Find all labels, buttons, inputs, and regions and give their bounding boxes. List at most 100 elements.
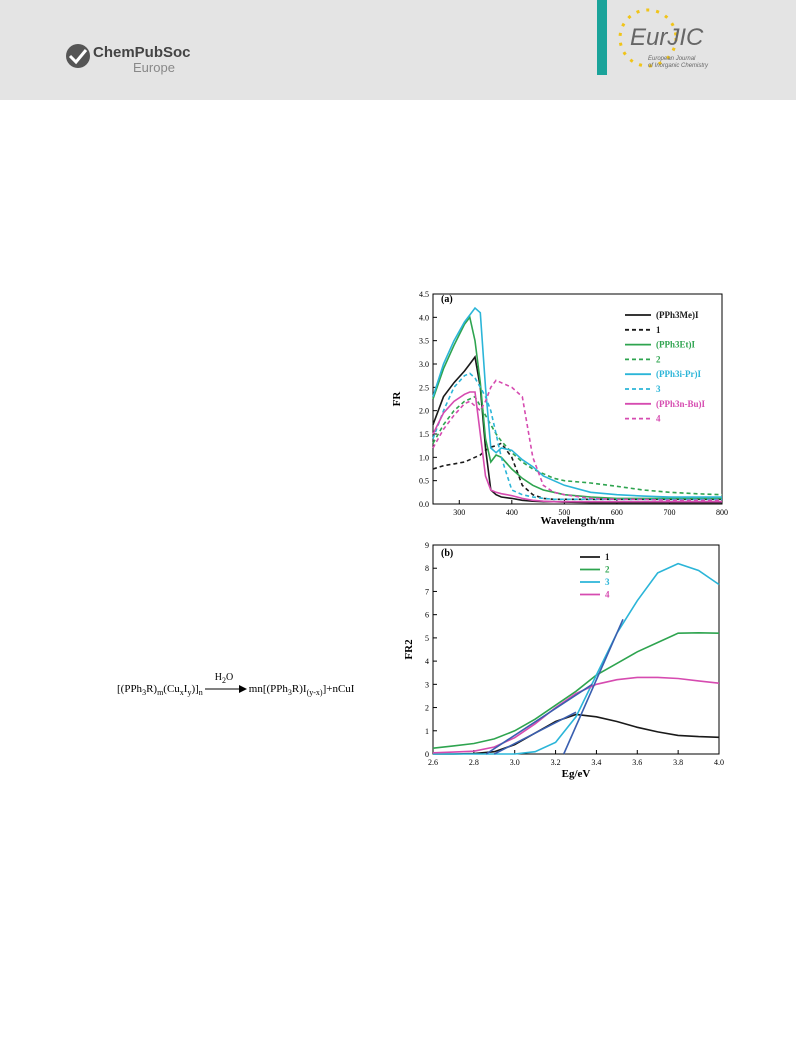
equation-token: mn[(PPh	[248, 683, 288, 695]
x-axis-label: Wavelength/nm	[541, 515, 615, 527]
y-axis-label: FR	[391, 391, 403, 407]
publisher: ChemPubSoc	[93, 44, 191, 61]
y-tick-label: 0	[425, 750, 429, 759]
fit-line	[493, 711, 577, 755]
series-line	[432, 395, 723, 496]
equation-token: 3	[287, 688, 292, 698]
x-tick-label: 3.6	[632, 758, 642, 767]
series-line	[432, 379, 722, 502]
chart-title: (a)	[441, 294, 453, 305]
series-line	[433, 713, 720, 755]
plot-frame	[432, 544, 720, 755]
legend-label: 4	[605, 590, 610, 600]
legend-label: 1	[656, 325, 661, 335]
equation-token: R)	[146, 683, 158, 695]
x-tick-label: 3.4	[591, 758, 601, 767]
series-line	[432, 631, 720, 749]
x-tick-label: 3.8	[673, 758, 683, 767]
y-tick-label: 4.5	[419, 290, 429, 299]
y-tick-label: 2	[425, 704, 429, 713]
journal-line: European Journal	[648, 56, 696, 62]
y-tick-label: 2.0	[419, 407, 429, 416]
x-tick-label: 600	[611, 508, 623, 517]
plot-frame	[432, 293, 723, 505]
legend-label: 2	[656, 354, 661, 364]
arrow-label: H2O	[215, 672, 233, 685]
y-tick-label: 8	[425, 564, 429, 573]
equation-token: ]+nCuI	[322, 683, 355, 695]
equation-token: (Cu	[163, 683, 180, 695]
y-tick-label: 4.0	[419, 313, 429, 322]
legend-label: 3	[656, 384, 661, 394]
equation-token: )]	[191, 683, 199, 695]
series-line	[432, 315, 722, 500]
publisher-check	[68, 49, 88, 65]
y-axis-label: FR2	[403, 639, 415, 660]
x-tick-label: 4.0	[714, 758, 724, 767]
legend-label: (PPh3Me)I	[656, 310, 699, 320]
x-tick-label: 3.2	[551, 758, 561, 767]
equation: [(PPh3R)m(CuxIy)]n H2O mn[(PPh3R)I(y-x)]+n…	[117, 672, 355, 698]
equation-token: 3	[142, 688, 147, 698]
equation-token: m	[157, 688, 164, 698]
y-tick-label: 7	[425, 587, 429, 596]
legend-label: 1	[605, 552, 610, 562]
series-line	[432, 306, 722, 498]
y-tick-label: 3.0	[419, 360, 429, 369]
logo-bg	[607, 0, 796, 100]
equation-left: [(PPh3R)m(CuxIy)]n	[117, 683, 203, 698]
x-tick-label: 300	[453, 508, 465, 517]
header-art: ChemPubSoc Europe EurJIC European Journa…	[66, 0, 796, 100]
equation-token: O	[226, 672, 234, 683]
publisher-sub: Europe	[133, 60, 175, 75]
x-tick-label: 2.6	[428, 758, 438, 767]
x-tick-label: 700	[663, 508, 675, 517]
journal-line: of Inorganic Chemistry	[648, 63, 709, 69]
x-axis-label: Eg/eV	[562, 768, 591, 780]
x-tick-label: 3.0	[510, 758, 520, 767]
y-tick-label: 0.0	[419, 500, 429, 509]
legend-label: 4	[656, 414, 661, 424]
equation-token: I	[183, 683, 188, 695]
equation-token: n	[198, 688, 203, 698]
y-tick-label: 4	[425, 657, 429, 666]
journal-logo: EurJIC	[630, 24, 704, 51]
y-tick-label: 1.0	[419, 453, 429, 462]
y-tick-label: 1	[425, 727, 429, 736]
y-tick-label: 0.5	[419, 477, 429, 486]
legend-label: (PPh3i-Pr)I	[656, 369, 701, 379]
series-line	[432, 355, 722, 504]
header: ChemPubSoc Europe EurJIC European Journa…	[0, 0, 796, 100]
y-tick-label: 3.5	[419, 337, 429, 346]
series-line	[432, 676, 720, 754]
fit-line	[485, 683, 593, 755]
accent-bar	[597, 0, 607, 75]
logo-stars	[618, 8, 678, 68]
series-line	[432, 391, 722, 503]
fit-line	[563, 618, 624, 755]
equation-token: H	[214, 672, 223, 683]
legend-label: 2	[605, 565, 610, 575]
series-line	[432, 442, 722, 501]
series-line	[433, 562, 720, 755]
equation-token: y	[187, 688, 192, 698]
series-line	[432, 372, 722, 501]
y-tick-label: 1.5	[419, 430, 429, 439]
y-tick-label: 3	[425, 680, 429, 689]
x-tick-label: 2.8	[469, 758, 479, 767]
publisher-icon	[66, 44, 90, 68]
equation-right: mn[(PPh3R)I(y-x)]+nCuI	[248, 683, 355, 698]
equation-token: 2	[222, 676, 227, 685]
y-tick-label: 9	[425, 541, 429, 550]
x-tick-label: 800	[716, 508, 728, 517]
reaction-arrow: H2O	[204, 672, 247, 693]
equation-token: R)I	[291, 683, 307, 695]
y-tick-label: 5	[425, 634, 429, 643]
legend-label: (PPh3Et)I	[656, 340, 695, 350]
equation-token: [(PPh	[117, 683, 143, 695]
x-tick-label: 500	[558, 508, 570, 517]
equation-token: x	[179, 688, 184, 698]
legend-label: (PPh3n-Bu)I	[656, 399, 706, 409]
